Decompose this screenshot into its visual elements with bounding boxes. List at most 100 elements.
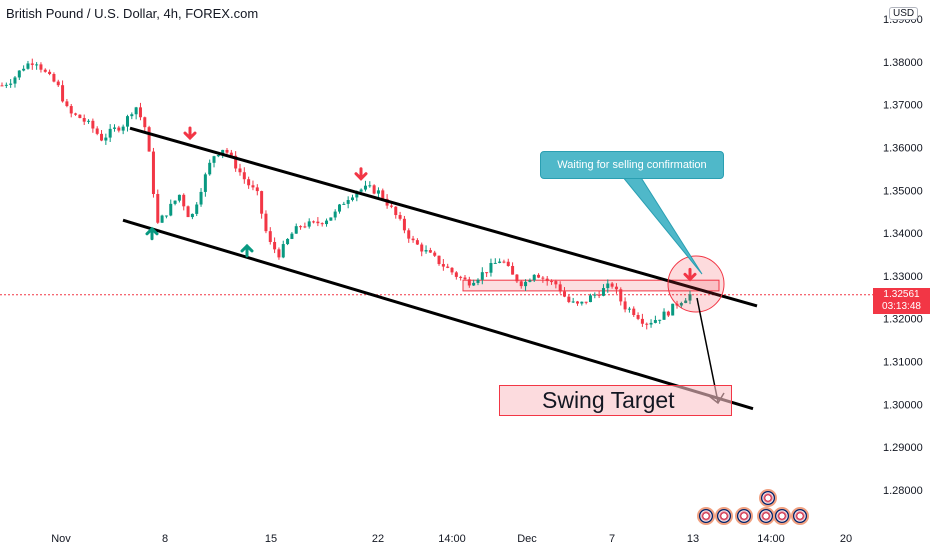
y-tick-label: 1.33000 (883, 271, 923, 283)
channel-lower-line[interactable] (122, 218, 754, 411)
candle-body (437, 255, 441, 265)
candle-body (601, 288, 605, 296)
flag-icon[interactable] (759, 489, 777, 507)
candle-body (411, 238, 415, 241)
candle-body (65, 101, 69, 107)
candle-body (506, 261, 510, 266)
candle-body (325, 220, 329, 225)
candle-body (268, 231, 272, 242)
candle-body (156, 194, 160, 223)
target-arrow (696, 297, 719, 403)
candle-body (627, 308, 631, 310)
candle-body (402, 218, 406, 231)
candle-body (584, 301, 588, 303)
candle-body (212, 156, 216, 163)
candle-body (125, 116, 129, 127)
candle-body (355, 191, 359, 198)
candle-body (498, 261, 502, 263)
candle-body (679, 303, 683, 306)
chart-title: British Pound / U.S. Dollar, 4h, FOREX.c… (6, 6, 259, 21)
candle-body (104, 137, 108, 141)
flag-icon[interactable] (791, 507, 809, 525)
candle-body (238, 168, 242, 173)
candle-body (130, 114, 134, 117)
candle-body (489, 262, 493, 273)
buy-arrow-icon (145, 226, 159, 241)
swing-target-box[interactable]: Swing Target (499, 385, 732, 416)
time-axis[interactable]: Nov 8 15 22 14:00 Dec 7 13 14:00 20 (51, 533, 852, 545)
candle-body (541, 277, 545, 279)
candle-body (580, 301, 584, 304)
candle-body (463, 277, 467, 280)
candle-body (234, 155, 238, 169)
candle-body (91, 120, 95, 129)
flag-icon[interactable] (773, 507, 791, 525)
candle-body (190, 213, 194, 218)
candle-body (610, 283, 614, 287)
x-tick-label: Dec (517, 533, 537, 545)
candle-body (645, 323, 649, 325)
candle-body (294, 226, 298, 234)
candle-body (147, 127, 151, 152)
candle-body (69, 106, 73, 114)
candle-body (394, 206, 398, 216)
x-tick-label: 8 (162, 533, 168, 545)
candle-body (467, 279, 471, 286)
current-price-tag: 1.32561 03:13:48 (873, 288, 930, 314)
resistance-zone[interactable] (462, 279, 720, 292)
confirmation-circle[interactable] (667, 255, 725, 313)
candle-body (658, 319, 662, 321)
sell-arrow-icon (683, 267, 697, 282)
swing-target-label: Swing Target (542, 387, 675, 413)
candle-body (113, 127, 117, 129)
sell-arrow-icon (354, 167, 368, 181)
candle-body (199, 191, 203, 205)
candle-body (420, 244, 424, 252)
candle-body (48, 71, 52, 75)
price-axis[interactable]: 1.28000 1.29000 1.30000 1.31000 1.32000 1.330… (883, 14, 923, 497)
candle-body (151, 151, 155, 195)
currency-button[interactable]: USD (889, 7, 919, 20)
candle-body (9, 83, 13, 85)
candle-body (299, 226, 303, 228)
flag-icon[interactable] (697, 507, 715, 525)
channel-upper-line[interactable] (129, 126, 758, 308)
candle-body (182, 194, 186, 207)
candle-body (225, 149, 229, 153)
candle-body (108, 128, 112, 138)
candle-body (320, 223, 324, 225)
candle-body (632, 308, 636, 316)
y-tick-label: 1.37000 (883, 100, 923, 112)
candle-body (74, 113, 78, 115)
candle-body (537, 274, 541, 278)
candle-body (26, 63, 30, 69)
current-price-value: 1.32561 (883, 289, 920, 300)
candle-body (52, 74, 56, 82)
candle-body (143, 117, 147, 128)
candle-body (221, 149, 225, 155)
candle-body (485, 272, 489, 274)
candle-body (290, 233, 294, 239)
candle-body (30, 63, 34, 65)
flag-icon[interactable] (715, 507, 733, 525)
candle-body (255, 187, 259, 192)
candle-body (208, 162, 212, 175)
candle-body (688, 294, 692, 301)
candle-body (216, 154, 220, 157)
candle-body (614, 286, 618, 290)
candle-body (571, 301, 575, 303)
candle-body (61, 85, 65, 102)
candle-body (39, 64, 43, 70)
flag-icon[interactable] (735, 507, 753, 525)
candle-body (363, 185, 367, 190)
candle-body (303, 226, 307, 228)
candle-body (242, 172, 246, 180)
callout-box[interactable]: Waiting for selling confirmation (540, 151, 724, 179)
candle-body (528, 280, 532, 282)
candle-body (666, 311, 670, 316)
candle-body (134, 107, 138, 115)
candle-body (186, 206, 190, 218)
buy-arrow-icon (240, 243, 254, 258)
candle-body (43, 69, 47, 72)
